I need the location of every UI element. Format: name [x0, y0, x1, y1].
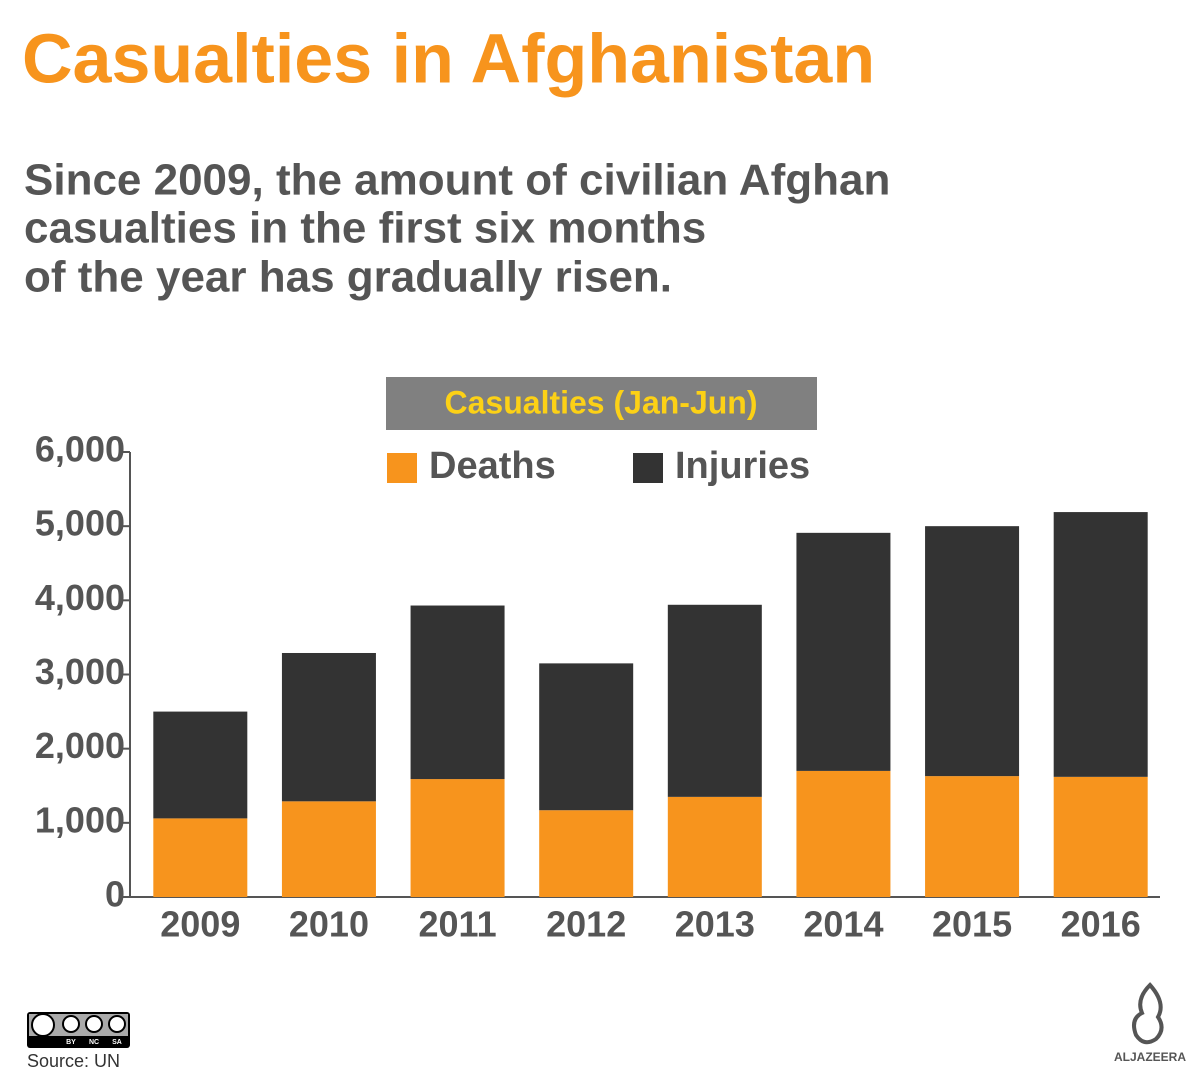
bar — [410, 779, 505, 897]
bar — [153, 818, 248, 897]
bar — [410, 605, 505, 780]
x-tick-label: 2009 — [160, 904, 240, 945]
x-tick-label: 2010 — [289, 904, 369, 945]
bar — [1053, 776, 1148, 897]
bar — [281, 652, 376, 802]
x-tick-label: 2012 — [546, 904, 626, 945]
legend-swatch — [633, 453, 663, 483]
x-tick-label: 2016 — [1061, 904, 1141, 945]
legend-label: Injuries — [675, 445, 810, 487]
x-tick-label: 2014 — [803, 904, 883, 945]
license-label: SA — [112, 1039, 122, 1046]
legend-swatch — [387, 453, 417, 483]
license-label: NC — [89, 1039, 99, 1046]
bar — [796, 532, 891, 771]
bar — [667, 796, 762, 897]
subtitle-line: casualties in the first six months — [24, 204, 706, 253]
source: Source: UN — [27, 1051, 120, 1071]
subtitle-line: of the year has gradually risen. — [24, 253, 672, 302]
logo-mark — [1132, 982, 1164, 1045]
y-tick-label: 1,000 — [35, 799, 125, 840]
x-tick-label: 2013 — [675, 904, 755, 945]
bar — [925, 776, 1020, 897]
y-tick-label: 5,000 — [35, 503, 125, 544]
y-tick-label: 3,000 — [35, 651, 125, 692]
bar — [1053, 512, 1148, 777]
license-badge: BY NC SA — [27, 1012, 130, 1048]
bar — [925, 526, 1020, 777]
y-tick-label: 4,000 — [35, 577, 125, 618]
bar — [153, 711, 248, 819]
chart-title: Casualties in Afghanistan — [22, 19, 875, 97]
bar — [796, 770, 891, 897]
license-label: BY — [66, 1039, 76, 1046]
bar — [281, 801, 376, 897]
y-tick-label: 0 — [105, 874, 125, 915]
x-tick-label: 2011 — [419, 904, 497, 945]
y-tick-label: 6,000 — [35, 429, 125, 470]
x-tick-label: 2015 — [932, 904, 1012, 945]
subtitle-line: Since 2009, the amount of civilian Afgha… — [24, 156, 890, 205]
bar — [539, 810, 634, 897]
bar — [667, 604, 762, 797]
chart-subtitle: Casualties (Jan-Jun) — [445, 384, 758, 420]
logo: ALJAZEERA — [1114, 1050, 1186, 1064]
chart-title-box — [386, 377, 817, 430]
y-tick-label: 2,000 — [35, 725, 125, 766]
bar — [539, 663, 634, 811]
legend-label: Deaths — [429, 445, 556, 487]
